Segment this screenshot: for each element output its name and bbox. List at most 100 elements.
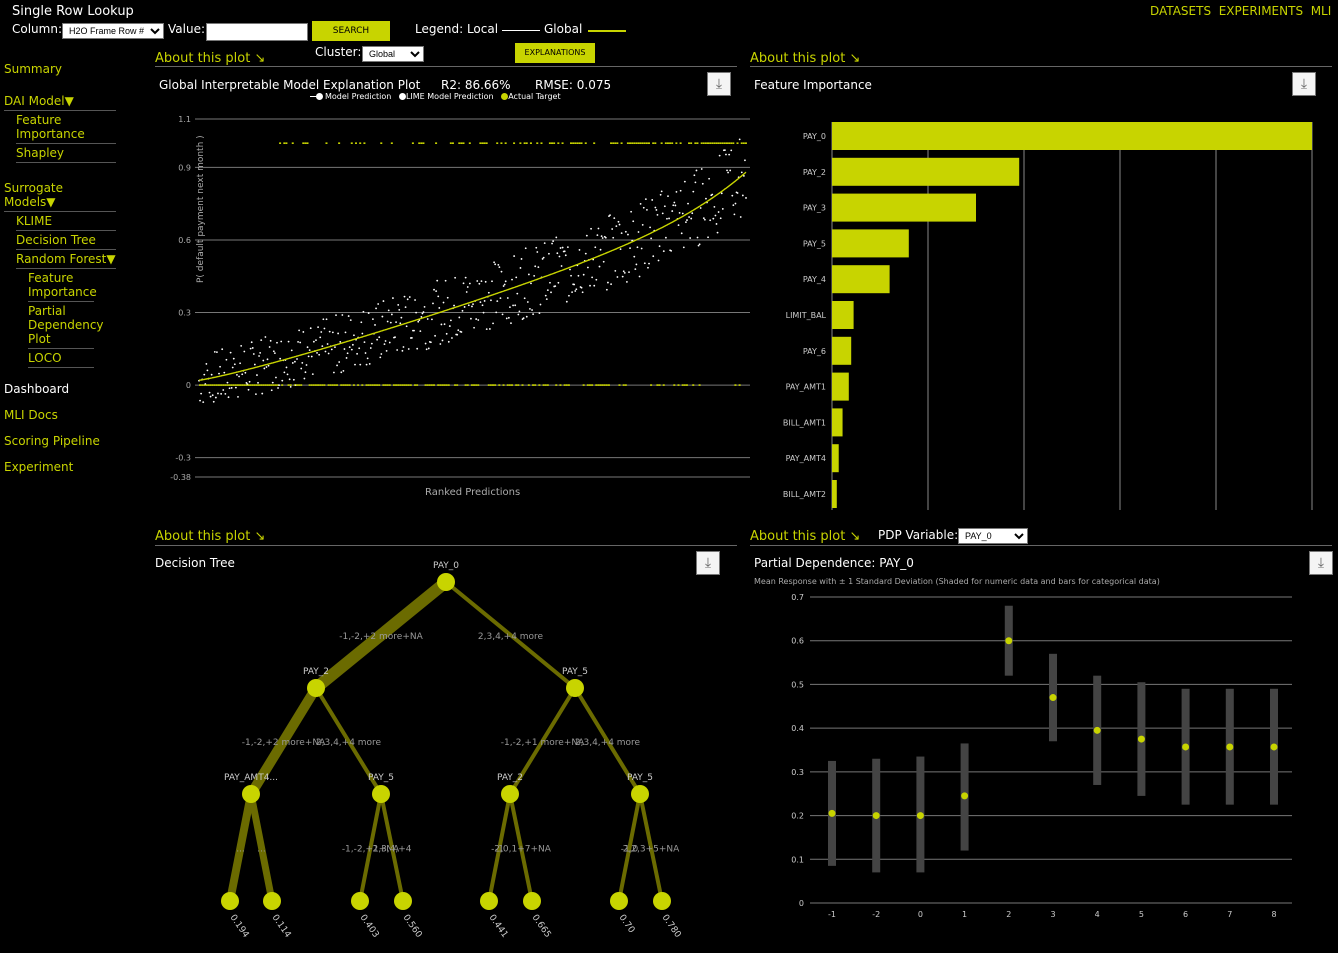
sidebar-summary[interactable]: Summary: [4, 62, 62, 76]
model-prediction-point: [473, 326, 475, 329]
actual-target-point: [213, 384, 216, 386]
sidebar-decision-tree[interactable]: Decision Tree: [16, 231, 116, 250]
actual-target-point: [491, 384, 494, 386]
actual-target-point: [563, 384, 566, 386]
actual-target-point: [395, 384, 398, 386]
model-prediction-point: [597, 227, 600, 230]
column-select[interactable]: H2O Frame Row #: [62, 23, 164, 39]
sidebar-rf-loco[interactable]: LOCO: [28, 349, 94, 368]
model-prediction-point: [275, 376, 277, 379]
model-prediction-point: [701, 182, 704, 185]
model-prediction-point: [697, 244, 700, 247]
model-prediction-point: [695, 169, 698, 172]
actual-target-point: [738, 384, 741, 386]
model-prediction-point: [363, 341, 366, 344]
actual-target-point: [717, 142, 720, 144]
legend-dot-icon: [501, 93, 509, 100]
model-prediction-point: [692, 190, 695, 193]
actual-target-point: [418, 142, 421, 144]
y-tick-label: 1.1: [178, 115, 191, 124]
actual-target-point: [656, 384, 659, 386]
model-prediction-point: [481, 304, 484, 307]
about-tree-link[interactable]: About this plot ↘: [155, 529, 266, 544]
model-prediction-point: [580, 286, 583, 289]
model-prediction-point: [570, 274, 572, 277]
sidebar-mli-docs[interactable]: MLI Docs: [4, 408, 58, 422]
model-prediction-point: [269, 339, 272, 342]
model-prediction-point: [487, 291, 490, 294]
actual-target-point: [685, 384, 688, 386]
tree-node-label: 0.70: [617, 913, 637, 935]
sidebar-klime[interactable]: KLIME: [16, 212, 116, 231]
actual-target-point: [300, 384, 303, 386]
model-prediction-point: [630, 210, 633, 213]
sidebar-scoring-pipeline[interactable]: Scoring Pipeline: [4, 434, 100, 448]
sidebar-surrogate-models[interactable]: Surrogate Models▼: [4, 179, 116, 212]
nav-datasets[interactable]: DATASETS: [1150, 4, 1212, 18]
model-prediction-point: [480, 280, 483, 282]
value-input[interactable]: [206, 23, 308, 41]
model-prediction-point: [535, 246, 538, 249]
model-prediction-point: [268, 346, 271, 348]
download-icon[interactable]: ⤓: [1292, 72, 1316, 96]
actual-target-point: [405, 384, 408, 386]
actual-target-point: [477, 384, 480, 386]
sidebar-dai-model[interactable]: DAI Model▼: [4, 92, 116, 111]
download-icon[interactable]: ⤓: [1309, 551, 1333, 575]
model-prediction-point: [612, 236, 615, 239]
sidebar-dashboard[interactable]: Dashboard: [4, 382, 70, 396]
explanations-button[interactable]: EXPLANATIONS: [515, 43, 595, 63]
model-prediction-point: [353, 334, 355, 337]
model-prediction-point: [505, 317, 508, 320]
actual-target-point: [270, 384, 273, 386]
model-prediction-point: [638, 275, 641, 278]
tree-edge-label: ...: [257, 845, 266, 855]
model-prediction-point: [718, 154, 721, 157]
model-prediction-point: [745, 197, 747, 199]
sidebar-random-forest[interactable]: Random Forest▼: [16, 250, 116, 269]
cluster-select[interactable]: Global: [362, 46, 424, 62]
actual-target-point: [409, 384, 412, 386]
model-prediction-point: [619, 248, 622, 251]
sidebar-dai-feature-importance[interactable]: Feature Importance: [16, 111, 116, 144]
tree-edge-label: -1,0: [621, 845, 639, 855]
model-prediction-point: [542, 256, 545, 259]
model-prediction-point: [703, 218, 706, 221]
actual-target-point: [449, 142, 452, 144]
tree-node: [610, 892, 628, 910]
nav-mli[interactable]: MLI: [1310, 4, 1332, 18]
model-prediction-point: [721, 208, 724, 210]
actual-target-point: [664, 142, 667, 144]
about-pdp-link[interactable]: About this plot ↘: [750, 529, 861, 544]
model-prediction-point: [566, 246, 569, 249]
model-prediction-point: [637, 231, 640, 233]
actual-target-point: [502, 384, 505, 386]
sidebar-experiment[interactable]: Experiment: [4, 460, 74, 474]
model-prediction-point: [259, 351, 262, 354]
model-prediction-point: [568, 294, 570, 297]
about-fi-link[interactable]: About this plot ↘: [750, 51, 861, 66]
sidebar-rf-feature-importance[interactable]: Feature Importance: [28, 269, 97, 302]
model-prediction-point: [431, 318, 433, 321]
x-tick-label: 6: [1183, 910, 1188, 919]
download-icon[interactable]: ⤓: [696, 551, 720, 575]
model-prediction-point: [500, 270, 503, 273]
model-prediction-point: [420, 316, 423, 318]
sidebar-dai-shapley[interactable]: Shapley: [16, 144, 116, 163]
search-button[interactable]: SEARCH: [312, 21, 390, 41]
nav-experiments[interactable]: EXPERIMENTS: [1218, 4, 1304, 18]
y-tick-label: 0.9: [178, 163, 191, 172]
about-global-link[interactable]: About this plot ↘: [155, 51, 266, 66]
model-prediction-point: [544, 294, 547, 297]
tree-node-label: 0.665: [530, 913, 553, 940]
pdp-variable-select[interactable]: PAY_0: [958, 528, 1028, 544]
model-prediction-point: [241, 373, 244, 376]
actual-target-point: [536, 142, 539, 144]
actual-target-point: [555, 384, 558, 386]
sidebar-rf-pdp[interactable]: Partial Dependency Plot: [28, 302, 104, 349]
download-icon[interactable]: ⤓: [707, 72, 731, 96]
tree-edge-label: -1,-2,+2 more+NA: [242, 738, 326, 748]
model-prediction-point: [550, 291, 552, 294]
actual-target-point: [441, 384, 444, 386]
model-prediction-point: [463, 306, 466, 308]
